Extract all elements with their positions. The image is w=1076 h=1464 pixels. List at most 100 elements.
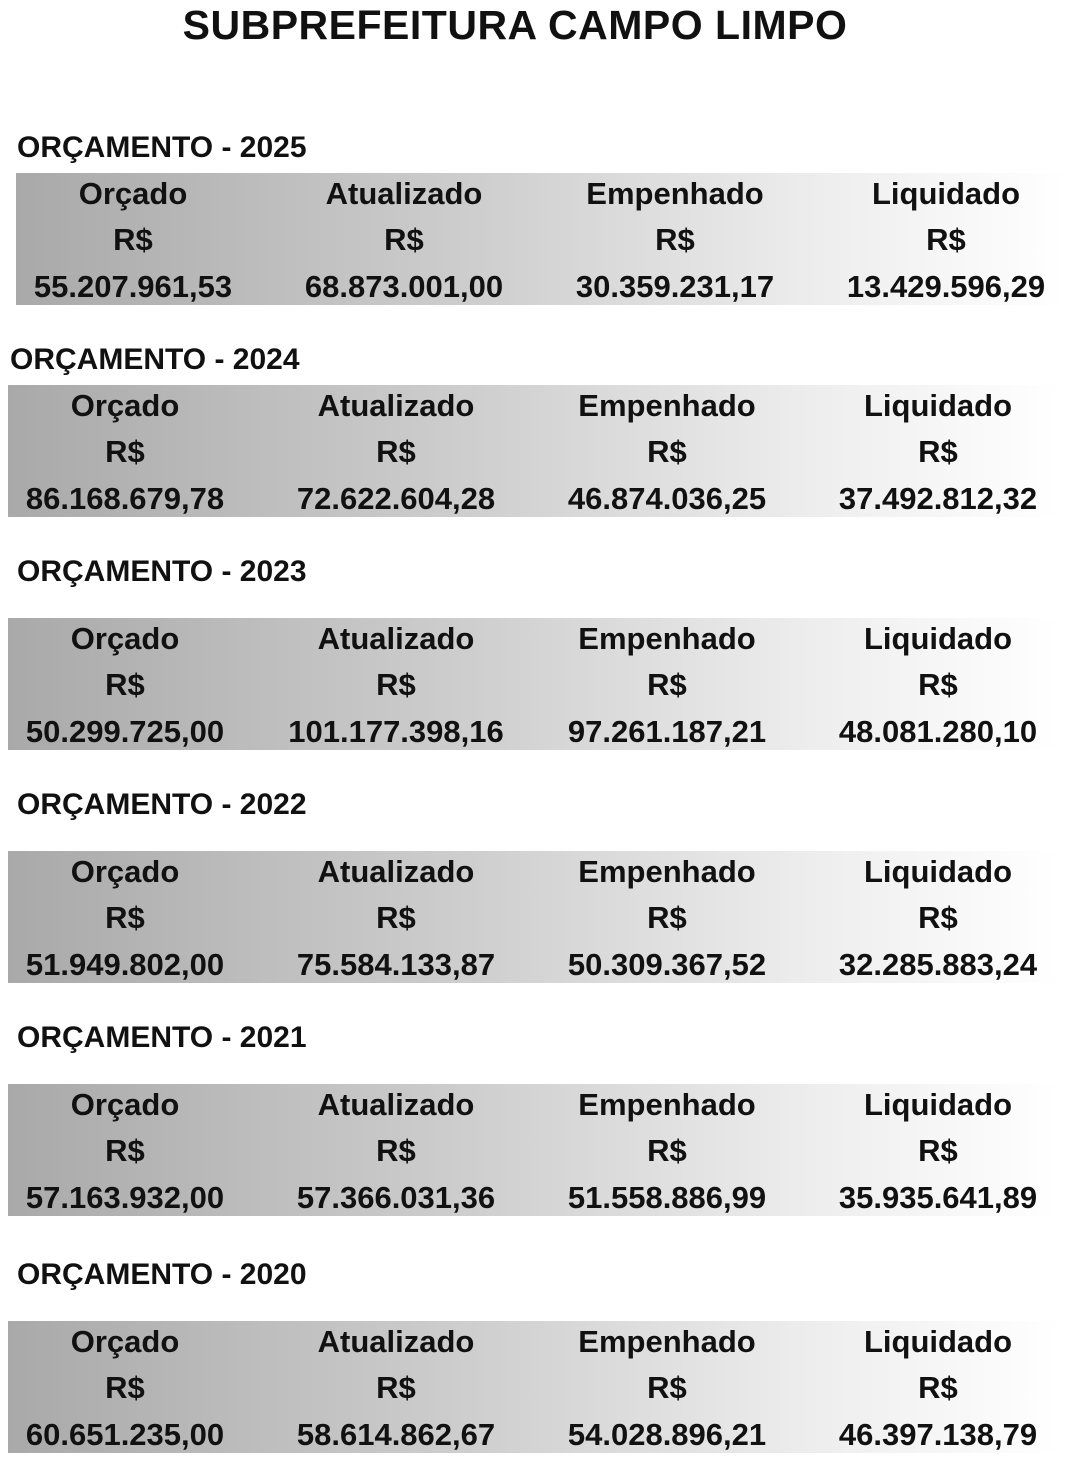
column-orcado: Orçado R$ 57.163.932,00 <box>0 1084 260 1216</box>
column-header: Empenhado <box>586 176 764 211</box>
budget-table: Orçado R$ 57.163.932,00 Atualizado R$ 57.366.… <box>8 1084 1060 1216</box>
amount-value: 57.366.031,36 <box>296 1180 496 1215</box>
column-header: Orçado <box>70 621 180 656</box>
amount-value: 86.168.679,78 <box>25 481 225 516</box>
amount-value: 48.081.280,10 <box>838 714 1038 749</box>
column-empenhado: Empenhado R$ 50.309.367,52 <box>532 851 802 983</box>
column-empenhado: Empenhado R$ 54.028.896,21 <box>532 1321 802 1453</box>
column-atualizado: Atualizado R$ 101.177.398,16 <box>261 618 531 750</box>
column-header: Orçado <box>70 1324 180 1359</box>
section-label: ORÇAMENTO - 2022 <box>17 788 307 821</box>
column-orcado: Orçado R$ 51.949.802,00 <box>0 851 260 983</box>
currency-label: R$ <box>105 1370 145 1405</box>
column-atualizado: Atualizado R$ 68.873.001,00 <box>269 173 539 305</box>
currency-label: R$ <box>113 222 153 257</box>
amount-value: 72.622.604,28 <box>296 481 496 516</box>
amount-value: 101.177.398,16 <box>288 714 504 749</box>
amount-value: 32.285.883,24 <box>838 947 1038 982</box>
column-header: Empenhado <box>578 1324 756 1359</box>
currency-label: R$ <box>918 1133 958 1168</box>
amount-value: 46.874.036,25 <box>567 481 767 516</box>
amount-value: 50.309.367,52 <box>567 947 767 982</box>
column-atualizado: Atualizado R$ 75.584.133,87 <box>261 851 531 983</box>
column-header: Orçado <box>70 1087 180 1122</box>
column-header: Empenhado <box>578 854 756 889</box>
column-header: Orçado <box>70 388 180 423</box>
column-header: Atualizado <box>317 388 475 423</box>
amount-value: 50.299.725,00 <box>25 714 225 749</box>
column-header: Empenhado <box>578 1087 756 1122</box>
budget-table: Orçado R$ 50.299.725,00 Atualizado R$ 101.177… <box>8 618 1060 750</box>
column-empenhado: Empenhado R$ 30.359.231,17 <box>540 173 810 305</box>
amount-value: 37.492.812,32 <box>838 481 1038 516</box>
column-liquidado: Liquidado R$ 37.492.812,32 <box>803 385 1073 517</box>
column-header: Atualizado <box>317 1087 475 1122</box>
currency-label: R$ <box>376 434 416 469</box>
budget-table: Orçado R$ 60.651.235,00 Atualizado R$ 58.614.… <box>8 1321 1060 1453</box>
column-orcado: Orçado R$ 55.207.961,53 <box>0 173 268 305</box>
budget-table: Orçado R$ 51.949.802,00 Atualizado R$ 75.584.… <box>8 851 1060 983</box>
currency-label: R$ <box>647 1370 687 1405</box>
currency-label: R$ <box>105 900 145 935</box>
currency-label: R$ <box>105 1133 145 1168</box>
amount-value: 68.873.001,00 <box>304 269 504 304</box>
column-header: Empenhado <box>578 621 756 656</box>
column-header: Liquidado <box>863 1087 1013 1122</box>
currency-label: R$ <box>376 1133 416 1168</box>
currency-label: R$ <box>918 434 958 469</box>
column-header: Liquidado <box>871 176 1021 211</box>
column-header: Liquidado <box>863 1324 1013 1359</box>
column-atualizado: Atualizado R$ 72.622.604,28 <box>261 385 531 517</box>
section-label: ORÇAMENTO - 2025 <box>17 131 307 164</box>
column-liquidado: Liquidado R$ 46.397.138,79 <box>803 1321 1073 1453</box>
column-header: Atualizado <box>317 1324 475 1359</box>
amount-value: 51.558.886,99 <box>567 1180 767 1215</box>
column-empenhado: Empenhado R$ 46.874.036,25 <box>532 385 802 517</box>
currency-label: R$ <box>926 222 966 257</box>
column-header: Liquidado <box>863 854 1013 889</box>
amount-value: 35.935.641,89 <box>838 1180 1038 1215</box>
column-orcado: Orçado R$ 50.299.725,00 <box>0 618 260 750</box>
column-header: Liquidado <box>863 621 1013 656</box>
column-header: Atualizado <box>317 854 475 889</box>
currency-label: R$ <box>647 667 687 702</box>
amount-value: 97.261.187,21 <box>567 714 767 749</box>
column-liquidado: Liquidado R$ 35.935.641,89 <box>803 1084 1073 1216</box>
column-header: Atualizado <box>325 176 483 211</box>
currency-label: R$ <box>918 1370 958 1405</box>
column-atualizado: Atualizado R$ 58.614.862,67 <box>261 1321 531 1453</box>
budget-table: Orçado R$ 86.168.679,78 Atualizado R$ 72.622.… <box>8 385 1060 517</box>
column-header: Atualizado <box>317 621 475 656</box>
amount-value: 30.359.231,17 <box>575 269 775 304</box>
amount-value: 13.429.596,29 <box>846 269 1046 304</box>
column-empenhado: Empenhado R$ 97.261.187,21 <box>532 618 802 750</box>
currency-label: R$ <box>647 434 687 469</box>
currency-label: R$ <box>384 222 424 257</box>
amount-value: 57.163.932,00 <box>25 1180 225 1215</box>
column-header: Orçado <box>70 854 180 889</box>
column-header: Empenhado <box>578 388 756 423</box>
amount-value: 55.207.961,53 <box>33 269 233 304</box>
section-label: ORÇAMENTO - 2020 <box>17 1258 307 1291</box>
section-label: ORÇAMENTO - 2024 <box>10 343 300 376</box>
currency-label: R$ <box>376 900 416 935</box>
currency-label: R$ <box>918 667 958 702</box>
column-liquidado: Liquidado R$ 32.285.883,24 <box>803 851 1073 983</box>
currency-label: R$ <box>655 222 695 257</box>
amount-value: 75.584.133,87 <box>296 947 496 982</box>
currency-label: R$ <box>105 667 145 702</box>
amount-value: 58.614.862,67 <box>296 1417 496 1452</box>
currency-label: R$ <box>376 1370 416 1405</box>
amount-value: 60.651.235,00 <box>25 1417 225 1452</box>
column-empenhado: Empenhado R$ 51.558.886,99 <box>532 1084 802 1216</box>
currency-label: R$ <box>647 900 687 935</box>
column-orcado: Orçado R$ 86.168.679,78 <box>0 385 260 517</box>
column-atualizado: Atualizado R$ 57.366.031,36 <box>261 1084 531 1216</box>
column-liquidado: Liquidado R$ 13.429.596,29 <box>811 173 1076 305</box>
page-title: SUBPREFEITURA CAMPO LIMPO <box>182 2 848 48</box>
currency-label: R$ <box>918 900 958 935</box>
amount-value: 54.028.896,21 <box>567 1417 767 1452</box>
currency-label: R$ <box>647 1133 687 1168</box>
amount-value: 46.397.138,79 <box>838 1417 1038 1452</box>
currency-label: R$ <box>376 667 416 702</box>
